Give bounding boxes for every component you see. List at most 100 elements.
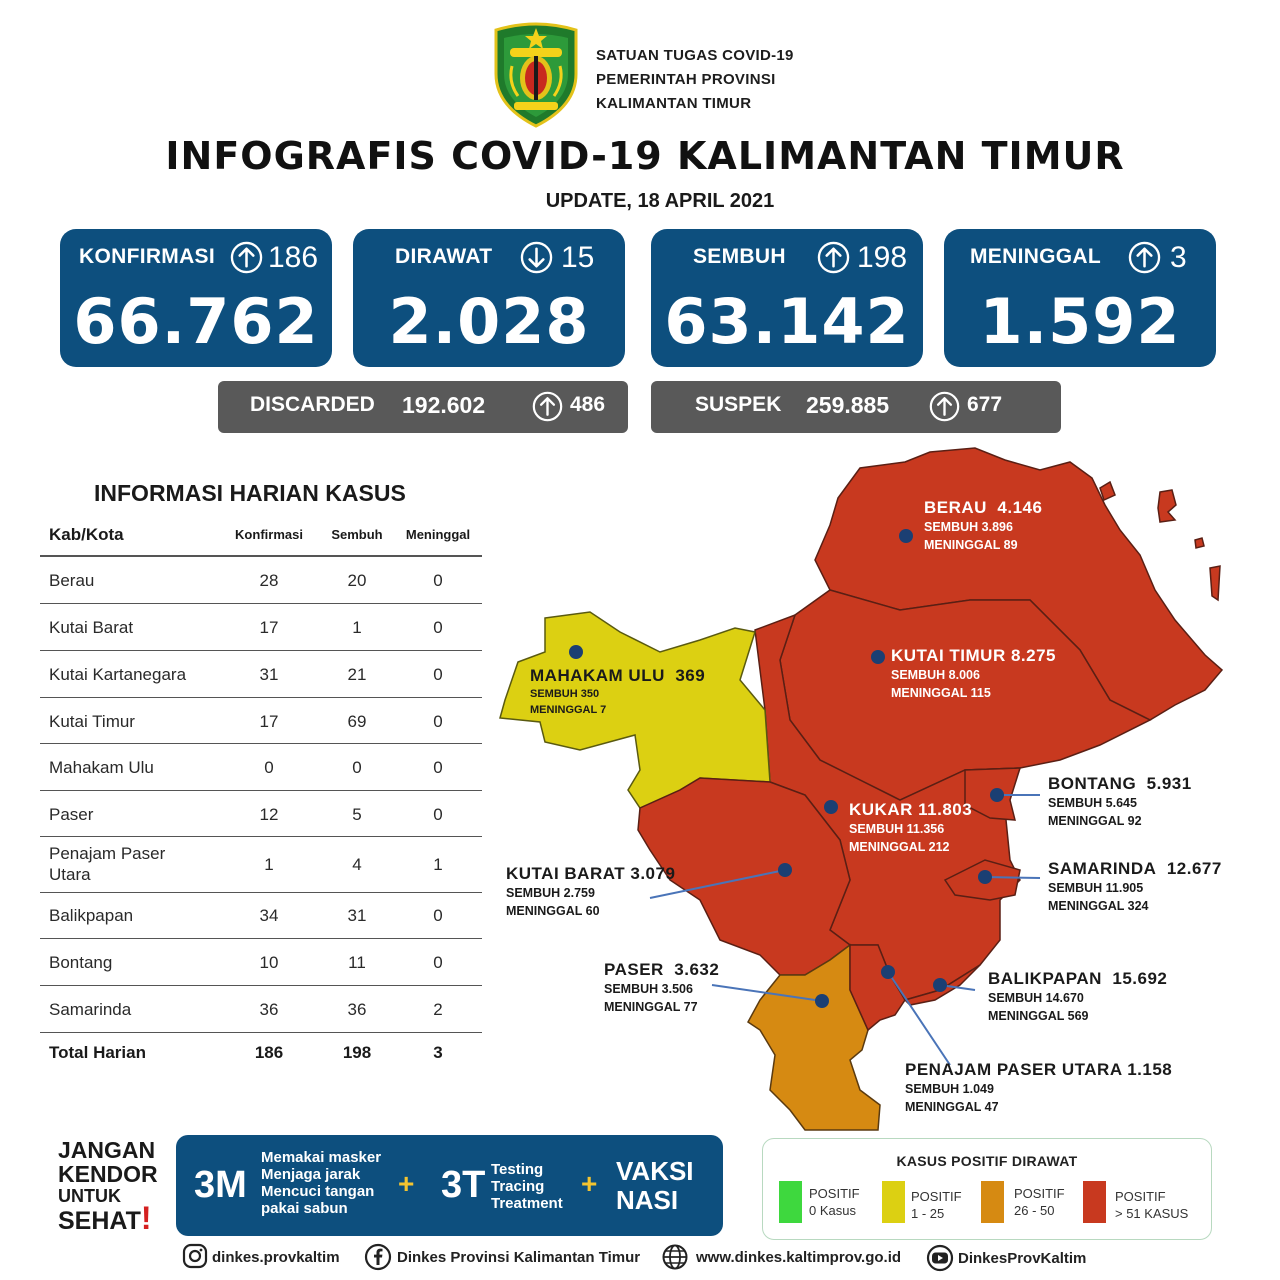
vaksinasi-line-2: NASI (616, 1185, 679, 1215)
instagram-icon (182, 1243, 208, 1269)
plus-sign: + (581, 1168, 598, 1199)
row-sembuh: 20 (347, 571, 367, 590)
konfirmasi-delta: 186 (268, 241, 319, 274)
kutai-timur-label: KUTAI TIMUR 8.275 SEMBUH 8.006 MENINGGAL… (891, 646, 1056, 702)
ppu-label: PENAJAM PASER UTARA 1.158 SEMBUH 1.049 M… (905, 1060, 1172, 1116)
m3-item: Mencuci tangan (261, 1183, 375, 1200)
col-sembuh: Sembuh (331, 527, 383, 542)
row-konfirmasi: 12 (259, 805, 279, 824)
kutai-timur-sembuh: SEMBUH 8.006 (891, 668, 980, 682)
mahakam-ulu-sembuh: SEMBUH 350 (530, 688, 600, 700)
mahakam-ulu-total: 369 (675, 666, 706, 685)
berau-total: 4.146 (997, 498, 1043, 517)
legend-item: POSITIF > 51 KASUS (1115, 1188, 1188, 1222)
map-dot-samarinda (978, 870, 992, 884)
table-row: Balikpapan 34 31 0 (40, 893, 482, 939)
kutai-barat-sembuh: SEMBUH 2.759 (506, 886, 595, 900)
row-meninggal: 0 (433, 953, 443, 972)
sembuh-delta: 198 (857, 241, 908, 274)
sembuh-label: SEMBUH (693, 245, 786, 268)
kukar-name: KUKAR (849, 800, 913, 819)
row-name: Bontang (49, 953, 113, 972)
row-konfirmasi: 17 (259, 712, 279, 731)
legend-item-line: POSITIF (1115, 1189, 1166, 1204)
sembuh-value: 63.142 (664, 285, 910, 358)
col-meninggal: Meninggal (405, 527, 471, 542)
row-meninggal: 0 (433, 805, 443, 824)
slogan-untuk: UNTUK (58, 1186, 121, 1206)
col-kabkota: Kab/Kota (49, 525, 124, 544)
org-line-2: PEMERINTAH PROVINSI (596, 71, 776, 88)
ppu-meninggal: MENINGGAL 47 (905, 1100, 999, 1114)
suspek-label: SUSPEK (695, 393, 782, 416)
row-name-line-1: Penajam Paser (49, 844, 166, 863)
arrow-up-icon (532, 391, 563, 422)
mahakam-ulu-name: MAHAKAM ULU (530, 666, 665, 685)
arrow-up-icon (817, 241, 850, 274)
globe-icon (662, 1244, 688, 1270)
row-name: Samarinda (49, 1000, 132, 1019)
total-meninggal: 3 (433, 1043, 443, 1062)
total-sembuh: 198 (342, 1043, 372, 1062)
row-meninggal: 0 (433, 712, 443, 731)
website-link[interactable]: www.dinkes.kaltimprov.go.id (661, 1243, 921, 1273)
jangan-kendor-slogan: JANGAN KENDOR UNTUK SEHAT! (58, 1137, 158, 1236)
suspek-bar: SUSPEK 259.885 677 (651, 381, 1061, 433)
map-dot-kukar (824, 800, 838, 814)
legend-item-line: POSITIF (1014, 1186, 1065, 1201)
slogan-jangan: JANGAN (58, 1137, 156, 1163)
kutai-barat-label: KUTAI BARAT 3.079 SEMBUH 2.759 MENINGGAL… (506, 864, 675, 920)
legend-item-line: POSITIF (809, 1186, 860, 1201)
row-sembuh: 31 (347, 906, 367, 925)
row-sembuh: 36 (347, 1000, 367, 1019)
slogan-sehat-text: SEHAT (58, 1207, 141, 1235)
slogan-exclaim: ! (140, 1200, 152, 1236)
konfirmasi-card: KONFIRMASI 186 66.762 (60, 229, 332, 367)
row-name: Kutai Kartanegara (49, 665, 187, 684)
row-konfirmasi: 0 (264, 758, 274, 777)
t3-item: Testing (491, 1161, 544, 1178)
row-meninggal: 0 (433, 571, 443, 590)
t3-item: Tracing (491, 1178, 545, 1195)
legend-title: KASUS POSITIF DIRAWAT (896, 1153, 1078, 1169)
mahakam-ulu-meninggal: MENINGGAL 7 (530, 704, 607, 716)
dirawat-card: DIRAWAT 15 2.028 (353, 229, 625, 367)
daily-cases-table: Kab/Kota Konfirmasi Sembuh Meninggal Ber… (40, 514, 482, 1069)
ppu-sembuh: SEMBUH 1.049 (905, 1082, 994, 1096)
meninggal-card: MENINGGAL 3 1.592 (944, 229, 1216, 367)
arrow-down-icon (520, 241, 553, 274)
map-dot-berau (899, 529, 913, 543)
t3-label: 3T (441, 1164, 486, 1206)
map-dot-ppu (881, 965, 895, 979)
plus-sign: + (398, 1168, 415, 1199)
row-name: Kutai Barat (49, 618, 134, 637)
balikpapan-label: BALIKPAPAN 15.692 SEMBUH 14.670 MENINGGA… (988, 969, 1167, 1025)
youtube-link[interactable]: DinkesProvKaltim (926, 1243, 1096, 1273)
map-region-penajam-paser-utara (849, 944, 906, 1032)
konfirmasi-value: 66.762 (73, 285, 319, 358)
m3-item: pakai sabun (261, 1200, 348, 1217)
row-konfirmasi: 31 (259, 665, 279, 684)
map-dot-bontang (990, 788, 1004, 802)
map-islands (1099, 480, 1221, 602)
row-konfirmasi: 10 (259, 953, 279, 972)
instagram-link[interactable]: dinkes.provkaltim (182, 1243, 352, 1273)
table-row: Paser 12 5 0 (40, 791, 482, 837)
map-dot-balikpapan (933, 978, 947, 992)
map-legend: KASUS POSITIF DIRAWAT POSITIF 0 Kasus POS… (762, 1138, 1212, 1240)
row-konfirmasi: 17 (259, 618, 279, 637)
ppu-total: 1.158 (1127, 1060, 1173, 1079)
legend-swatch-yellow (882, 1181, 905, 1223)
instagram-handle: dinkes.provkaltim (212, 1249, 340, 1266)
row-konfirmasi: 34 (259, 906, 279, 925)
facebook-link[interactable]: Dinkes Provinsi Kalimantan Timur (364, 1243, 654, 1273)
org-line-1: SATUAN TUGAS COVID-19 (596, 47, 794, 64)
legend-swatch-green (779, 1181, 802, 1223)
suspek-value: 259.885 (806, 392, 890, 418)
legend-swatch-red (1083, 1181, 1106, 1223)
legend-item: POSITIF 26 - 50 (1014, 1185, 1065, 1219)
map-dot-paser (815, 994, 829, 1008)
suspek-delta: 677 (967, 393, 1003, 416)
discarded-value: 192.602 (402, 392, 486, 418)
arrow-up-icon (929, 391, 960, 422)
